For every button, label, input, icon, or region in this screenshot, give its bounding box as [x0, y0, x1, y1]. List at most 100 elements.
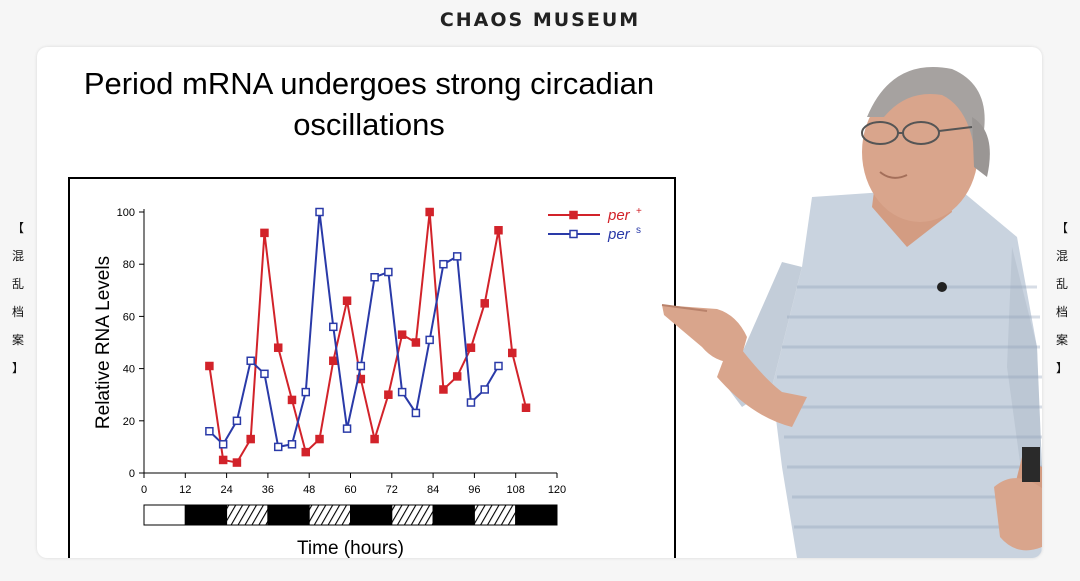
- data-point: [329, 356, 338, 366]
- y-tick-label: 60: [123, 311, 135, 323]
- data-point: [273, 343, 283, 352]
- side-char: 混: [11, 249, 24, 263]
- data-point: [521, 403, 531, 412]
- presenter-hand: [662, 305, 747, 363]
- light-dark-segment-subjective-light: [226, 504, 269, 526]
- x-tick-label: 108: [507, 484, 525, 496]
- data-point: [411, 338, 421, 347]
- light-dark-segment-dark: [350, 504, 393, 526]
- light-dark-segment-dark: [184, 504, 228, 526]
- side-char: 】: [1055, 361, 1068, 375]
- data-point: [205, 361, 214, 371]
- x-tick-label: 96: [468, 484, 480, 496]
- data-point: [287, 440, 297, 449]
- legend-label: per: [607, 226, 631, 243]
- side-char: 档: [1055, 305, 1068, 319]
- x-tick-label: 60: [344, 484, 356, 496]
- data-point: [218, 440, 228, 449]
- watch-icon: [1022, 447, 1040, 482]
- side-char: 案: [11, 333, 24, 347]
- x-axis-label: Time (hours): [297, 538, 404, 558]
- series-line-per-s: [208, 211, 500, 449]
- data-point: [356, 361, 366, 371]
- data-point: [246, 356, 255, 366]
- data-point: [301, 447, 311, 457]
- light-dark-segment-subjective-light: [308, 504, 351, 526]
- side-caption-left: 【 混 乱 档 案 】: [11, 214, 25, 382]
- light-dark-segment-dark: [515, 504, 558, 526]
- data-point: [232, 416, 242, 426]
- data-point: [315, 434, 324, 444]
- brand-title: CHAOS MUSEUM: [439, 9, 641, 31]
- slide-title-line-2: oscillations: [293, 107, 445, 142]
- light-dark-segment-subjective-light: [391, 504, 434, 526]
- legend-superscript: +: [636, 206, 642, 217]
- data-point: [494, 361, 503, 371]
- presenter-hair: [867, 67, 985, 147]
- y-tick-label: 0: [129, 468, 135, 480]
- data-point: [232, 458, 242, 467]
- data-point: [370, 434, 379, 444]
- data-point: [384, 390, 393, 399]
- legend-marker: [569, 210, 578, 220]
- side-char: 乱: [1055, 277, 1068, 291]
- x-tick-label: 120: [548, 484, 566, 496]
- data-point: [452, 372, 462, 381]
- data-point: [287, 395, 297, 405]
- legend-label: per: [607, 207, 631, 224]
- presenter-head: [862, 82, 978, 222]
- light-dark-segment-dark: [267, 504, 310, 526]
- glasses-icon: [861, 121, 973, 145]
- side-char: 【: [1055, 221, 1068, 235]
- data-point: [411, 408, 421, 418]
- data-point: [494, 226, 503, 235]
- data-point: [273, 442, 283, 452]
- data-point: [246, 434, 255, 444]
- x-tick-label: 72: [386, 484, 398, 496]
- data-point: [342, 296, 352, 305]
- side-char: 】: [11, 361, 24, 375]
- side-char: 混: [1055, 249, 1068, 263]
- side-char: 档: [11, 305, 24, 319]
- data-point: [342, 424, 352, 433]
- rna-chart: 0 20 40 60 80 100 0 12 24 36 48 60 72 84 96 108 120 Relat…: [93, 206, 642, 558]
- series-line-per-plus: [208, 211, 527, 464]
- y-tick-label: 20: [123, 416, 135, 428]
- data-point: [480, 385, 489, 394]
- data-point: [425, 335, 434, 345]
- data-point: [397, 387, 407, 397]
- data-point: [218, 455, 228, 465]
- x-tick-label: 48: [303, 484, 315, 496]
- side-char: 乱: [11, 277, 24, 291]
- microphone-icon: [937, 282, 947, 292]
- side-char: 【: [11, 221, 24, 235]
- data-point: [260, 369, 269, 379]
- data-point: [425, 207, 434, 217]
- data-point: [397, 330, 407, 339]
- plot-panel: 0 20 40 60 80 100 0 12 24 36 48 60 72 84 96 108 120 Relat…: [68, 177, 676, 558]
- side-caption-right: 【 混 乱 档 案 】: [1055, 214, 1069, 382]
- x-tick-label: 24: [220, 484, 232, 496]
- side-char: 案: [1055, 333, 1068, 347]
- data-point: [384, 267, 393, 277]
- light-dark-segment-subjective-light: [473, 504, 517, 526]
- presenter-shirt: [772, 187, 1042, 558]
- data-point: [329, 322, 338, 332]
- data-point: [508, 348, 517, 358]
- slide-title: Period mRNA undergoes strong circadian o…: [39, 63, 699, 145]
- data-point: [480, 299, 489, 308]
- y-tick-label: 80: [123, 259, 135, 271]
- legend-marker: [569, 229, 578, 239]
- x-tick-label: 12: [179, 484, 191, 496]
- video-frame: Period mRNA undergoes strong circadian o…: [37, 47, 1042, 558]
- legend-superscript: s: [636, 225, 641, 236]
- slide-title-line-1: Period mRNA undergoes strong circadian: [83, 66, 655, 101]
- y-tick-label: 40: [123, 364, 135, 376]
- data-point: [370, 273, 379, 282]
- light-dark-segment-light: [143, 504, 186, 526]
- data-point: [439, 259, 448, 269]
- data-point: [439, 385, 448, 394]
- x-tick-label: 0: [141, 484, 147, 496]
- x-tick-label: 36: [262, 484, 274, 496]
- data-point: [260, 228, 269, 238]
